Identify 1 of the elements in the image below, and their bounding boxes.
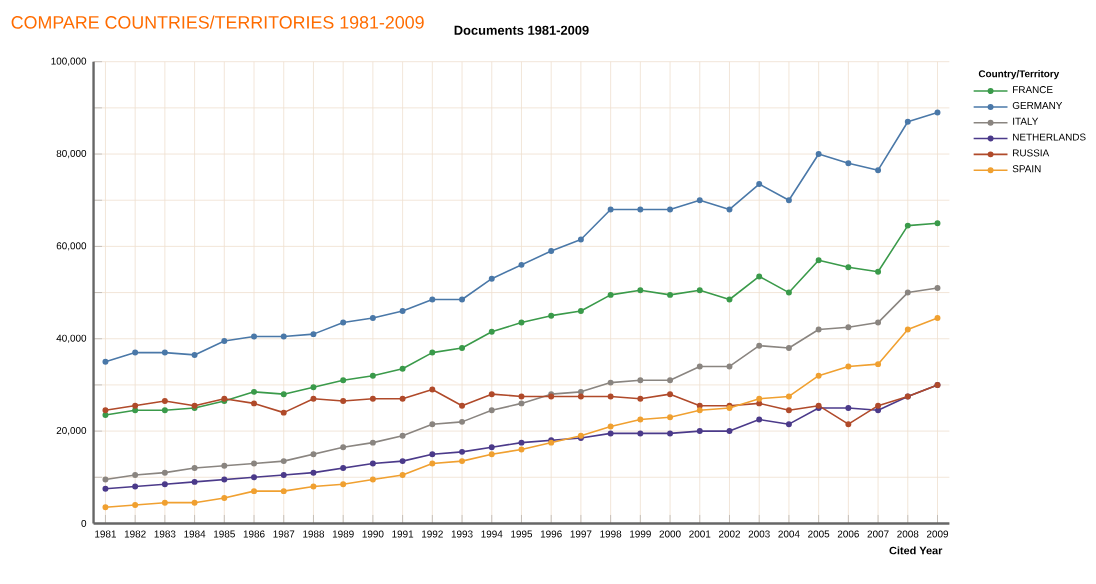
chart-title: COMPARE COUNTRIES/TERRITORIES 1981-2009 <box>11 16 424 30</box>
